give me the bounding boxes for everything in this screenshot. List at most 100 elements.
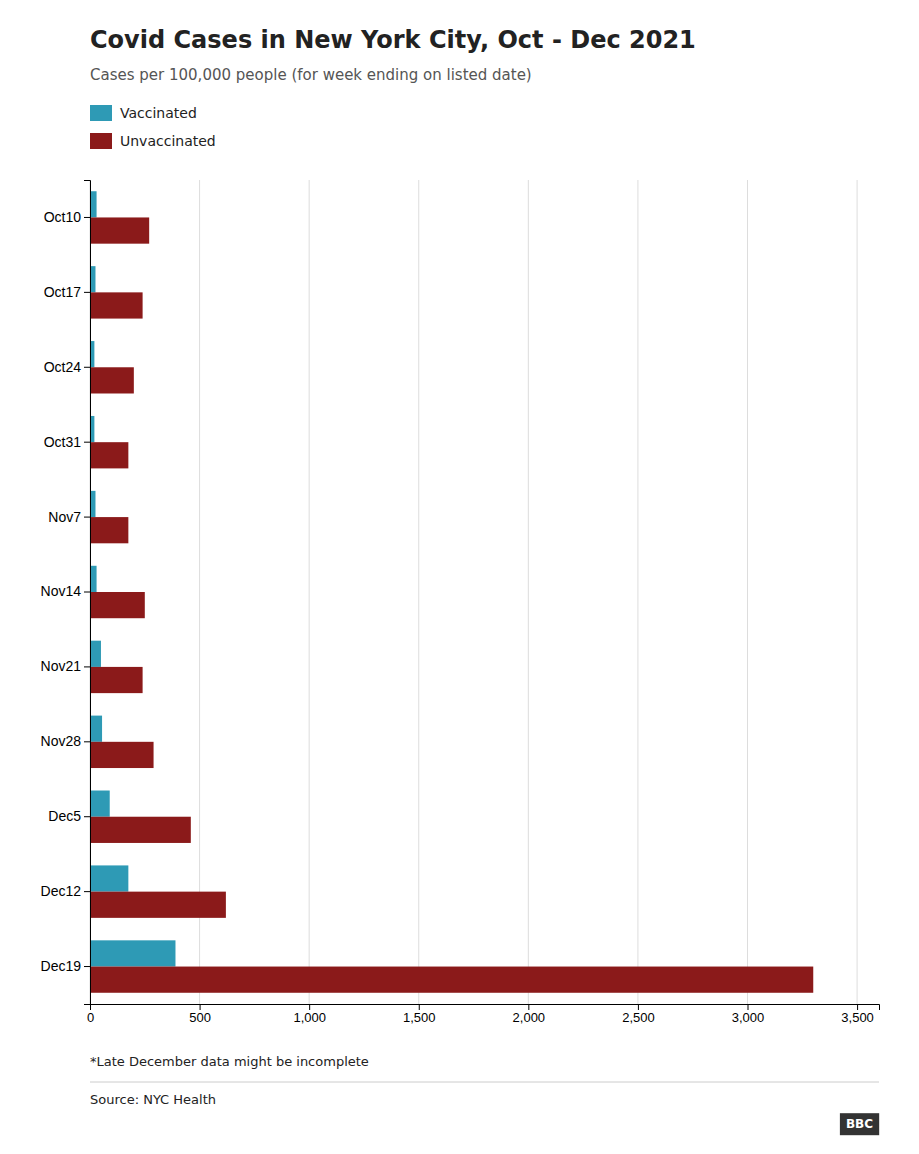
tick: Nov21 xyxy=(41,658,90,674)
tick-label: Nov21 xyxy=(41,658,82,674)
tick-mark xyxy=(84,966,90,967)
legend: Vaccinated Unvaccinated xyxy=(90,105,216,149)
tick-mark xyxy=(84,816,90,817)
source: Source: NYC Health xyxy=(90,1092,216,1107)
brand-text: BBC xyxy=(846,1117,873,1131)
tick-label: 2,500 xyxy=(622,1010,655,1025)
bar xyxy=(90,865,128,891)
grid-line xyxy=(857,180,858,1004)
tick-mark xyxy=(84,292,90,293)
legend-item: Unvaccinated xyxy=(90,133,216,149)
tick-label: Nov28 xyxy=(41,733,82,749)
tick-label: Oct24 xyxy=(44,359,82,375)
tick: Dec12 xyxy=(41,883,90,899)
axis-line xyxy=(91,1005,880,1011)
tick-mark xyxy=(309,1004,310,1010)
tick: Oct24 xyxy=(44,359,90,375)
subtitle: Cases per 100,000 people (for week endin… xyxy=(90,66,532,84)
separator xyxy=(90,1082,879,1083)
bar xyxy=(90,940,175,966)
tick-mark xyxy=(84,592,90,593)
tick: Oct10 xyxy=(44,209,90,225)
tick-mark xyxy=(84,741,90,742)
tick-label: Oct17 xyxy=(44,284,82,300)
tick-mark xyxy=(748,1004,749,1010)
tick-label: Nov14 xyxy=(41,583,82,599)
bar xyxy=(90,967,813,993)
brand-label: BBC xyxy=(840,1113,879,1135)
tick-label: 3,500 xyxy=(841,1010,874,1025)
legend-swatch xyxy=(90,133,112,149)
tick: Nov28 xyxy=(41,733,90,749)
tick-mark xyxy=(84,367,90,368)
grid-line xyxy=(309,180,310,1004)
tick-label: 500 xyxy=(189,1010,211,1025)
tick-mark xyxy=(419,1004,420,1010)
tick: 0 xyxy=(87,1004,94,1025)
tick-label: Dec19 xyxy=(41,958,82,974)
tick: 2,500 xyxy=(622,1004,655,1025)
tick-mark xyxy=(638,1004,639,1010)
tick-label: Oct10 xyxy=(44,209,82,225)
tick-mark xyxy=(84,217,90,218)
bar xyxy=(90,791,110,817)
tick-mark xyxy=(84,891,90,892)
tick-label: 1,000 xyxy=(293,1010,326,1025)
grid-line xyxy=(199,180,200,1004)
series xyxy=(90,217,813,992)
axis-line xyxy=(84,181,91,1005)
tick: 2,000 xyxy=(513,1004,546,1025)
grid-line xyxy=(418,180,419,1004)
y-axis: Oct10 Oct17 Oct24 Oct31 Nov7 Nov14 Nov21 Nov28 D… xyxy=(41,181,91,1005)
tick-mark xyxy=(84,442,90,443)
grid xyxy=(90,180,857,1004)
tick-label: Dec5 xyxy=(48,808,81,824)
tick: Oct31 xyxy=(44,434,90,450)
tick: Dec5 xyxy=(48,808,90,824)
legend-label: Vaccinated xyxy=(120,105,197,121)
tick-label: 2,000 xyxy=(513,1010,546,1025)
tick: Nov7 xyxy=(48,509,90,525)
legend-swatch xyxy=(90,105,112,121)
tick-mark xyxy=(84,666,90,667)
bars xyxy=(90,191,813,993)
bar xyxy=(90,592,145,618)
grid-line xyxy=(747,180,748,1004)
tick: 1,500 xyxy=(403,1004,436,1025)
bar xyxy=(90,716,102,742)
brand-box xyxy=(840,1113,879,1135)
legend-label: Unvaccinated xyxy=(120,133,216,149)
chart-root: Covid Cases in New York City, Oct - Dec … xyxy=(0,0,919,1154)
bar xyxy=(90,292,143,318)
tick-label: Oct31 xyxy=(44,434,82,450)
tick-label: Nov7 xyxy=(48,509,81,525)
tick-mark xyxy=(84,517,90,518)
tick: 1,000 xyxy=(293,1004,326,1025)
legend-item: Vaccinated xyxy=(90,105,197,121)
tick-mark xyxy=(857,1004,858,1010)
tick-label: 1,500 xyxy=(403,1010,436,1025)
footnote: *Late December data might be incomplete xyxy=(90,1054,369,1069)
tick-label: 0 xyxy=(87,1010,94,1025)
bar xyxy=(90,517,128,543)
tick: 500 xyxy=(189,1004,211,1025)
bar xyxy=(90,641,101,667)
tick-mark xyxy=(528,1004,529,1010)
grid-line xyxy=(528,180,529,1004)
grid-line xyxy=(637,180,638,1004)
bar xyxy=(90,817,191,843)
plot: 05001,0001,5002,0002,5003,0003,500Oct10O… xyxy=(41,180,880,1025)
tick-label: Dec12 xyxy=(41,883,82,899)
tick-label: 3,000 xyxy=(732,1010,765,1025)
tick-mark xyxy=(200,1004,201,1010)
tick: Nov14 xyxy=(41,583,90,599)
tick: Oct17 xyxy=(44,284,90,300)
bar xyxy=(90,742,154,768)
tick: Dec19 xyxy=(41,958,90,974)
bar xyxy=(90,367,134,393)
tick: 3,000 xyxy=(732,1004,765,1025)
series xyxy=(90,191,175,966)
title: Covid Cases in New York City, Oct - Dec … xyxy=(90,26,696,54)
tick: 3,500 xyxy=(841,1004,874,1025)
bar xyxy=(90,442,128,468)
